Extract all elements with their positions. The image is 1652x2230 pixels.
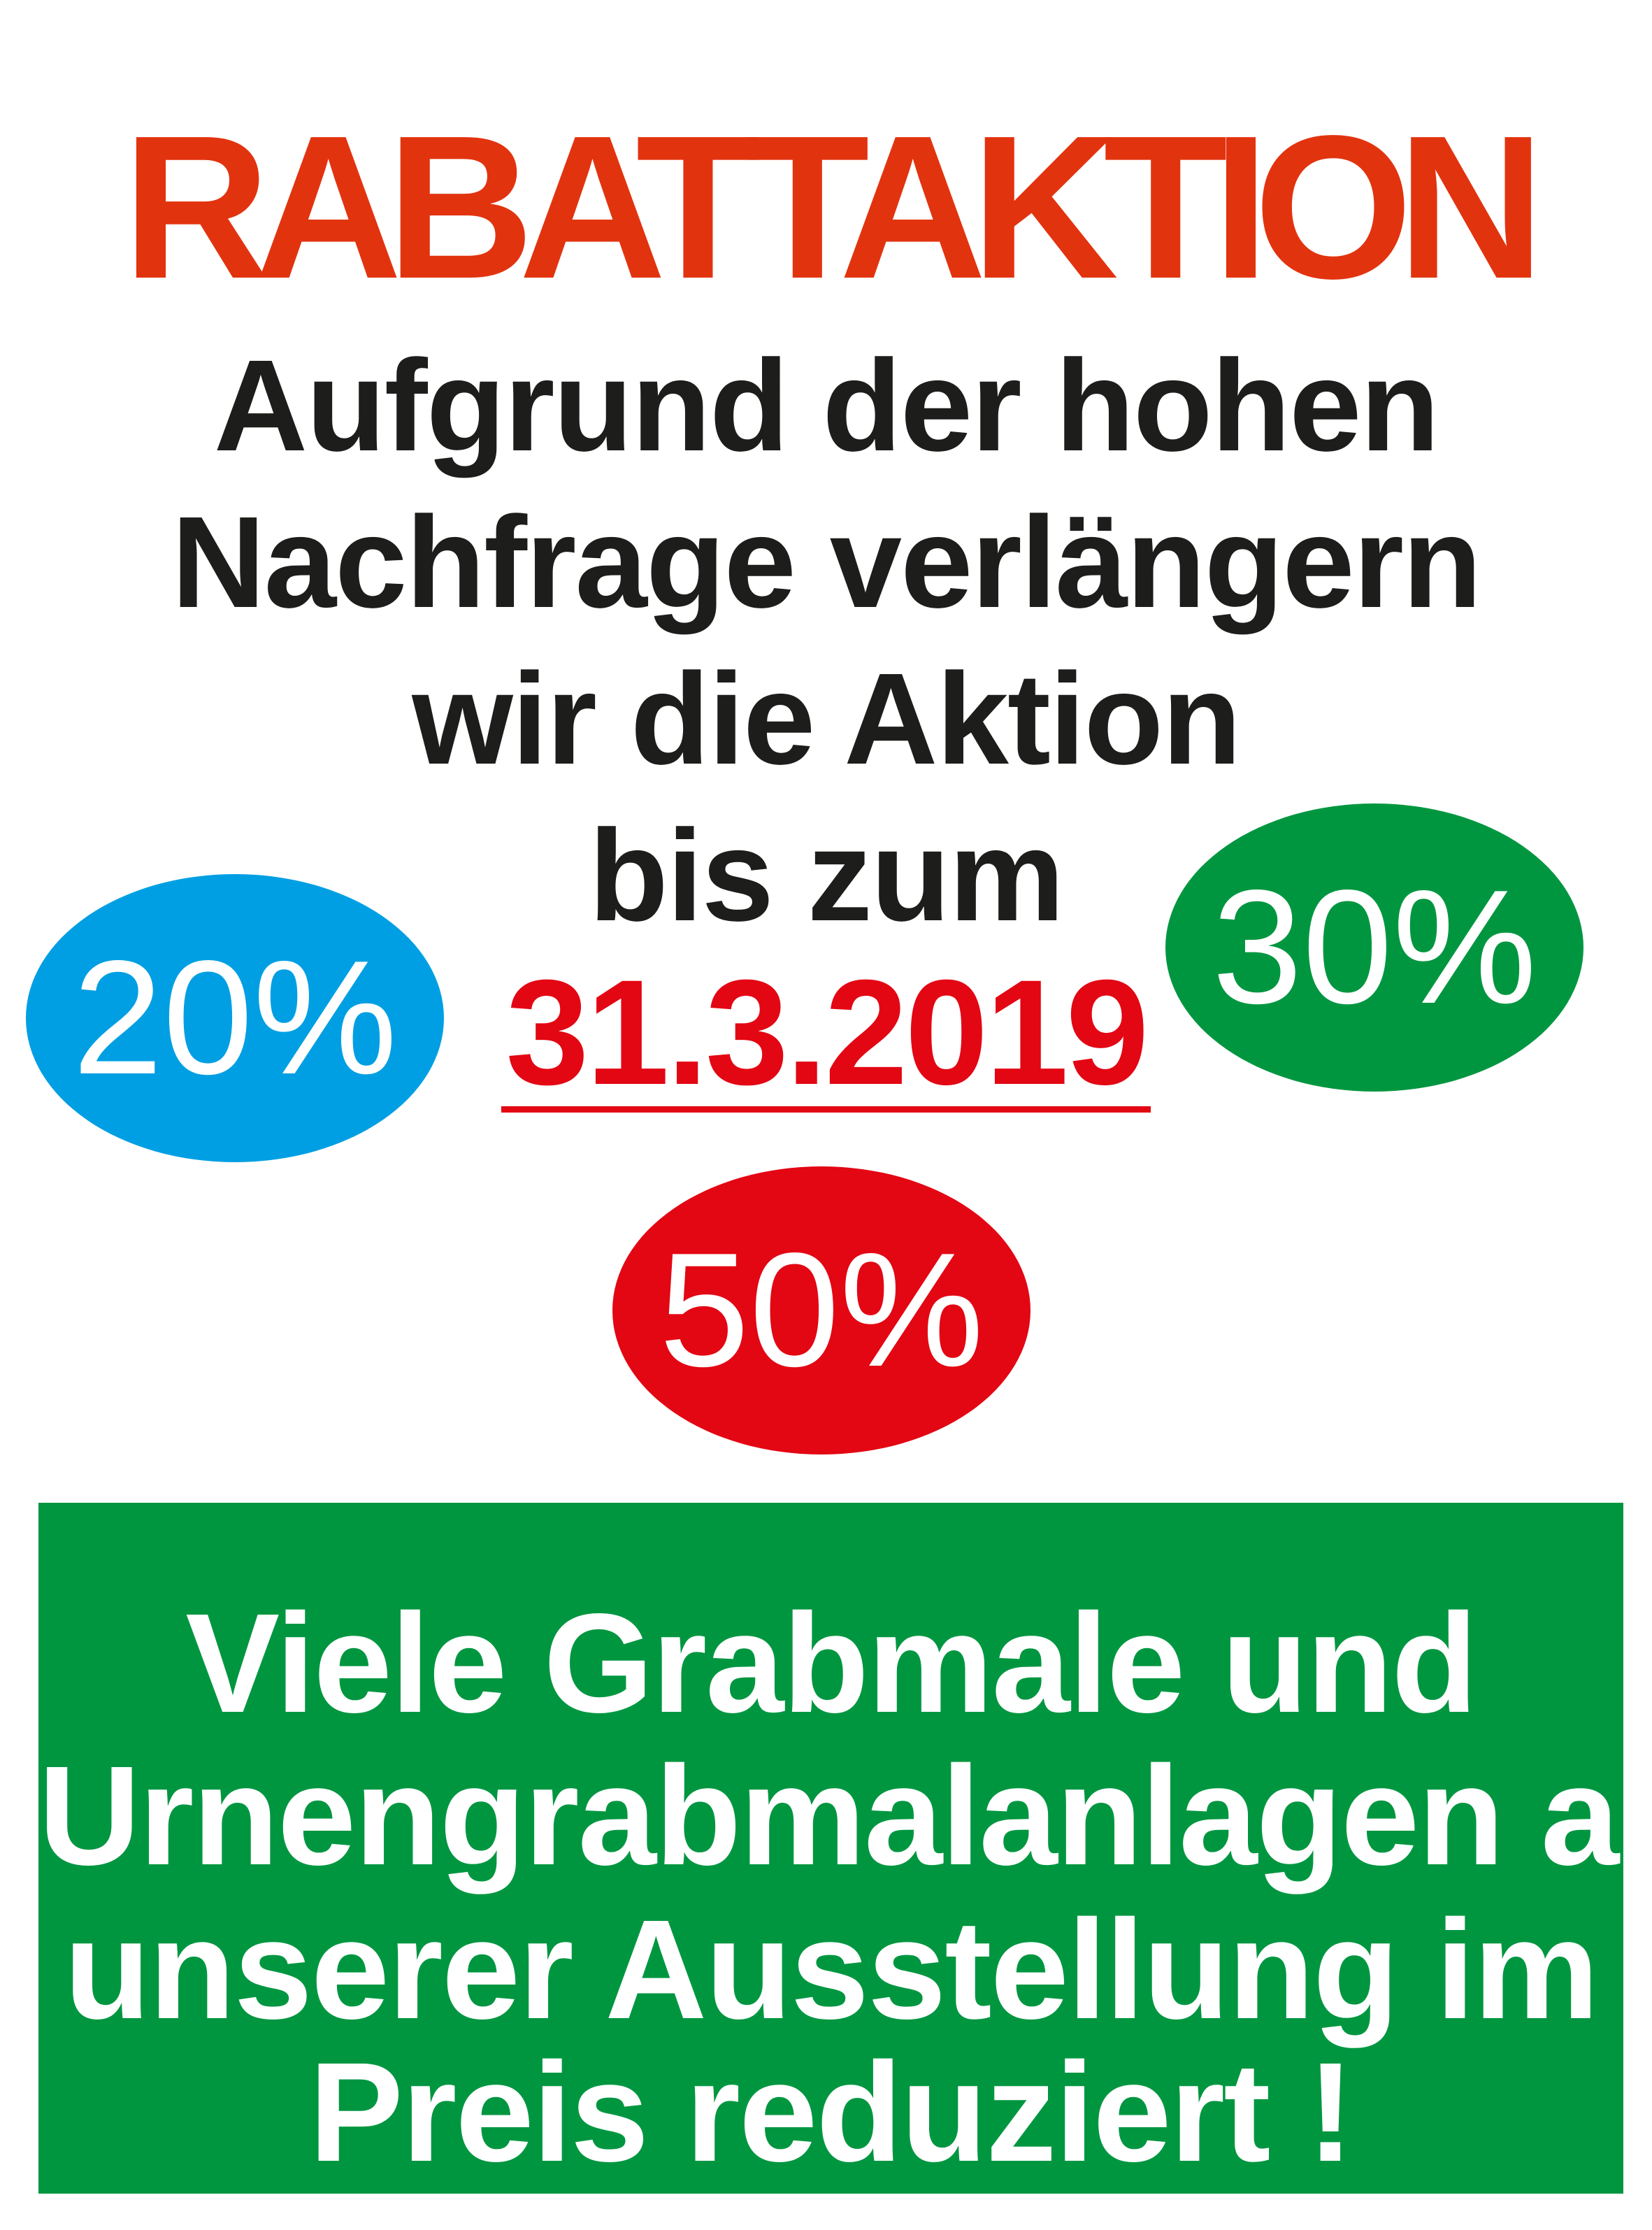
info-line-3: unserer Ausstellung im <box>64 1890 1600 2048</box>
poster-title: RABATTAKTION <box>122 93 1544 321</box>
info-line-4: Preis reduziert ! <box>309 2033 1354 2191</box>
date-underline <box>501 1106 1151 1113</box>
discount-label: 30% <box>1212 857 1537 1038</box>
info-line-2: Urnengrabmalanlagen aus <box>38 1736 1652 1894</box>
discount-badge-50: 50% <box>612 1166 1030 1454</box>
end-date: 31.3.2019 <box>505 949 1149 1116</box>
announcement-line-4: bis zum <box>589 803 1064 948</box>
discount-badge-20: 20% <box>26 874 444 1162</box>
info-box: Viele Grabmale und Urnengrabmalanlagen a… <box>38 1503 1652 2194</box>
announcement-line-3: wir die Aktion <box>412 647 1242 792</box>
discount-label: 20% <box>72 927 398 1108</box>
announcement-line-2: Nachfrage verlängern <box>171 490 1481 635</box>
announcement-line-1: Aufgrund der hohen <box>213 334 1439 478</box>
discount-label: 50% <box>659 1220 984 1401</box>
info-line-1: Viele Grabmale und <box>185 1584 1477 1742</box>
discount-badge-30: 30% <box>1165 803 1583 1092</box>
